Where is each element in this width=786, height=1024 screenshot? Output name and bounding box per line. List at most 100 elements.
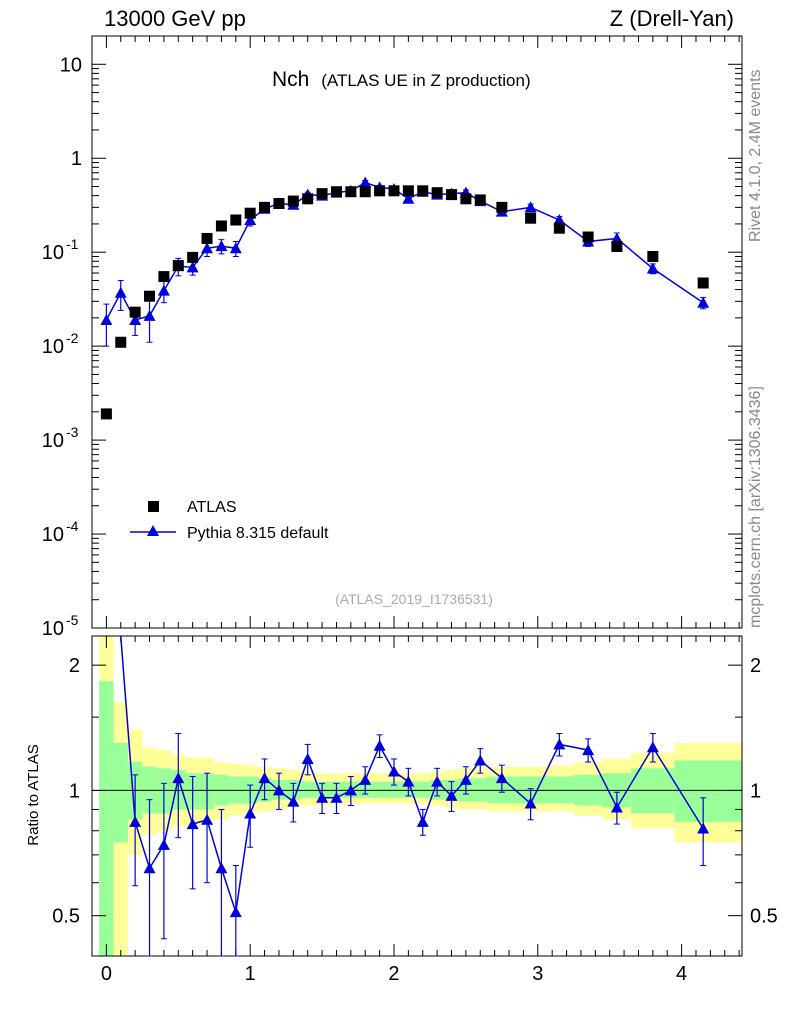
data-point [496, 201, 508, 213]
plot-title-main: Nch [272, 68, 309, 91]
data-point [230, 214, 242, 226]
y-tick-label: 10 [42, 430, 64, 452]
legend-mc-marker [147, 525, 159, 536]
x-tick-label: 2 [388, 963, 399, 985]
mc-point [114, 286, 127, 298]
x-tick-label: 0 [101, 963, 112, 985]
data-point [345, 186, 357, 198]
ratio-point [316, 791, 329, 803]
ratio-point [143, 862, 156, 874]
ratio-tick-label: 2 [69, 655, 80, 677]
mc-point [143, 309, 156, 321]
x-tick-label: 4 [676, 963, 687, 985]
mc-point [359, 176, 372, 188]
header-right: Z (Drell-Yan) [610, 6, 734, 31]
ratio-point [201, 813, 214, 825]
header-left: 13000 GeV pp [104, 6, 246, 31]
ratio-tick-label: 0.5 [52, 906, 80, 928]
y-tick-exponent: -5 [66, 612, 79, 628]
data-point [525, 212, 537, 224]
ratio-point [553, 738, 566, 750]
mc-point [553, 214, 566, 226]
mc-point [186, 261, 199, 273]
data-point [582, 231, 594, 243]
data-point [474, 194, 486, 206]
y-tick-exponent: -1 [66, 236, 79, 252]
band-inner [99, 681, 114, 956]
mc-point [129, 313, 142, 325]
ratio-panel-marks [120, 635, 710, 957]
ratio-point [287, 795, 300, 807]
ratio-point [697, 822, 710, 834]
ratio-tick-label-right: 2 [750, 655, 761, 677]
data-point [431, 187, 443, 199]
ratio-point [495, 772, 508, 784]
band-inner [300, 781, 315, 798]
ratio-point [186, 818, 199, 830]
data-point [697, 277, 709, 289]
x-tick-label: 3 [532, 963, 543, 985]
main-panel-marks [100, 176, 710, 420]
y-tick-label: 1 [71, 148, 82, 170]
legend: ATLAS Pythia 8.315 default [130, 499, 329, 542]
band-inner [631, 768, 675, 814]
ratio-point [610, 801, 623, 813]
ratio-point [459, 773, 472, 785]
band-inner [674, 760, 742, 822]
data-point [115, 336, 127, 348]
ratio-point [524, 797, 537, 809]
data-point [215, 220, 227, 232]
data-point [287, 195, 299, 207]
mc-point [229, 242, 242, 254]
data-point [201, 232, 213, 244]
band-inner [473, 778, 488, 802]
ratio-point [373, 739, 386, 751]
mc-point [100, 313, 113, 325]
ratio-offscale-segment [120, 635, 136, 822]
analysis-id: (ATLAS_2019_I1736531) [335, 591, 493, 607]
y-tick-exponent: -4 [66, 518, 79, 534]
mc-point [402, 192, 415, 204]
data-point [259, 201, 271, 213]
mc-point [157, 284, 170, 296]
y-tick-label: 10 [60, 54, 82, 76]
data-point [144, 290, 156, 302]
ratio-point [258, 772, 271, 784]
ratio-point [387, 765, 400, 777]
mc-point [610, 232, 623, 244]
ratio-frame [91, 635, 743, 957]
ratio-point [646, 741, 659, 753]
mc-point [215, 240, 228, 252]
y-tick-label: 10 [42, 242, 64, 264]
y-tick-label: 10 [42, 336, 64, 358]
data-point [417, 185, 429, 197]
plot-title: Nch (ATLAS UE in Z production) [272, 68, 531, 91]
ratio-point [157, 838, 170, 850]
y-tick-exponent: -3 [66, 424, 79, 440]
mc-point [201, 242, 214, 254]
data-point [553, 222, 565, 234]
data-point [611, 240, 623, 252]
ratio-point [359, 773, 372, 785]
x-tick-label: 1 [245, 963, 256, 985]
data-point [158, 271, 170, 283]
data-point [316, 188, 328, 200]
mc-point [524, 201, 537, 213]
data-point [388, 185, 400, 197]
ratio-tick-label-right: 1 [750, 780, 761, 802]
data-point [330, 186, 342, 198]
mc-line [105, 181, 704, 321]
main-frame [91, 35, 743, 629]
ratio-point [431, 775, 444, 787]
plot-title-sub: (ATLAS UE in Z production) [321, 71, 530, 90]
ratio-ylabel: Ratio to ATLAS [25, 744, 42, 845]
side-label-mcplots: mcplots.cern.ch [arXiv:1306.3436] [747, 386, 764, 628]
data-point [402, 185, 414, 197]
ratio-point [344, 784, 357, 796]
legend-data-label: ATLAS [187, 499, 237, 516]
data-point [244, 207, 256, 219]
ratio-point [129, 815, 142, 827]
data-point [359, 186, 371, 198]
